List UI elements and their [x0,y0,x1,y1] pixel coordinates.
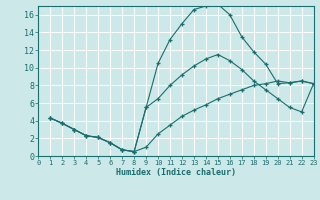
X-axis label: Humidex (Indice chaleur): Humidex (Indice chaleur) [116,168,236,177]
